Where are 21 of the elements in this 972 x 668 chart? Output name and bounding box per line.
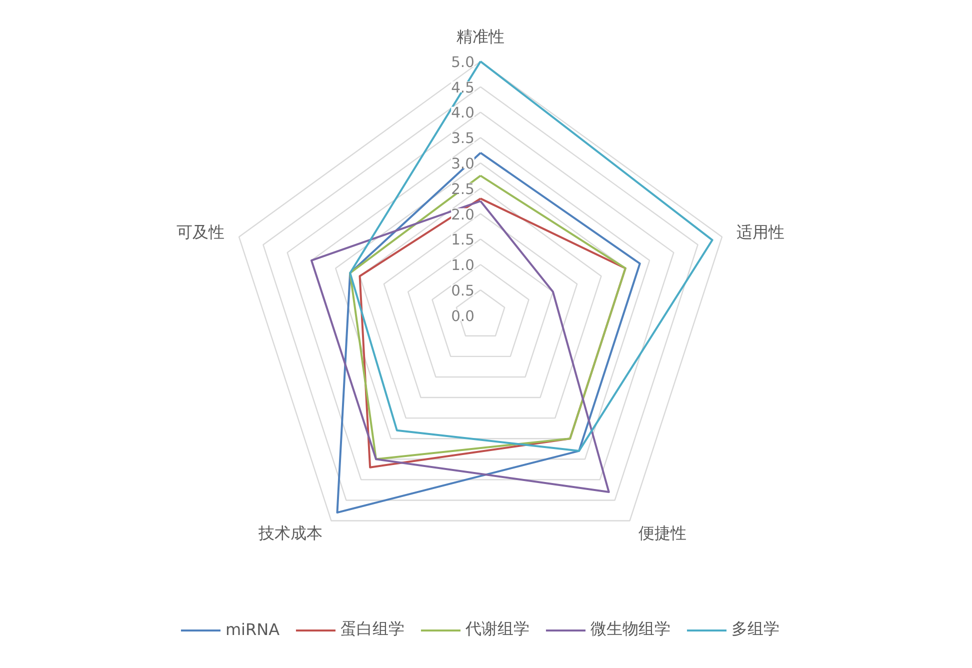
y-tick-label: 2.5 [451, 180, 474, 198]
legend-label: miRNA [225, 620, 280, 639]
spoke-label: 技术成本 [257, 524, 322, 543]
spoke-label: 可及性 [176, 222, 225, 242]
spoke-label: 适用性 [736, 222, 784, 242]
y-tick-label: 2.0 [451, 206, 474, 224]
y-tick-label: 5.0 [451, 54, 474, 71]
y-tick-label: 4.5 [451, 79, 474, 96]
y-tick-label: 1.0 [451, 257, 474, 274]
y-tick-label: 4.0 [451, 104, 474, 122]
y-tick-label: 1.5 [451, 232, 474, 249]
legend-label: 代谢组学 [466, 619, 530, 640]
y-tick-label: 0.5 [451, 282, 474, 300]
y-tick-label: 3.5 [451, 130, 474, 148]
y-tick-label: 3.0 [451, 156, 474, 172]
spoke-label: 便捷性 [638, 524, 687, 543]
spoke-label: 精准性 [456, 27, 504, 46]
y-tick-label: 0.0 [451, 308, 474, 325]
legend-label: 蛋白组学 [340, 619, 405, 640]
legend-label: 多组学 [732, 619, 780, 640]
legend-label: 微生物组学 [590, 619, 671, 640]
